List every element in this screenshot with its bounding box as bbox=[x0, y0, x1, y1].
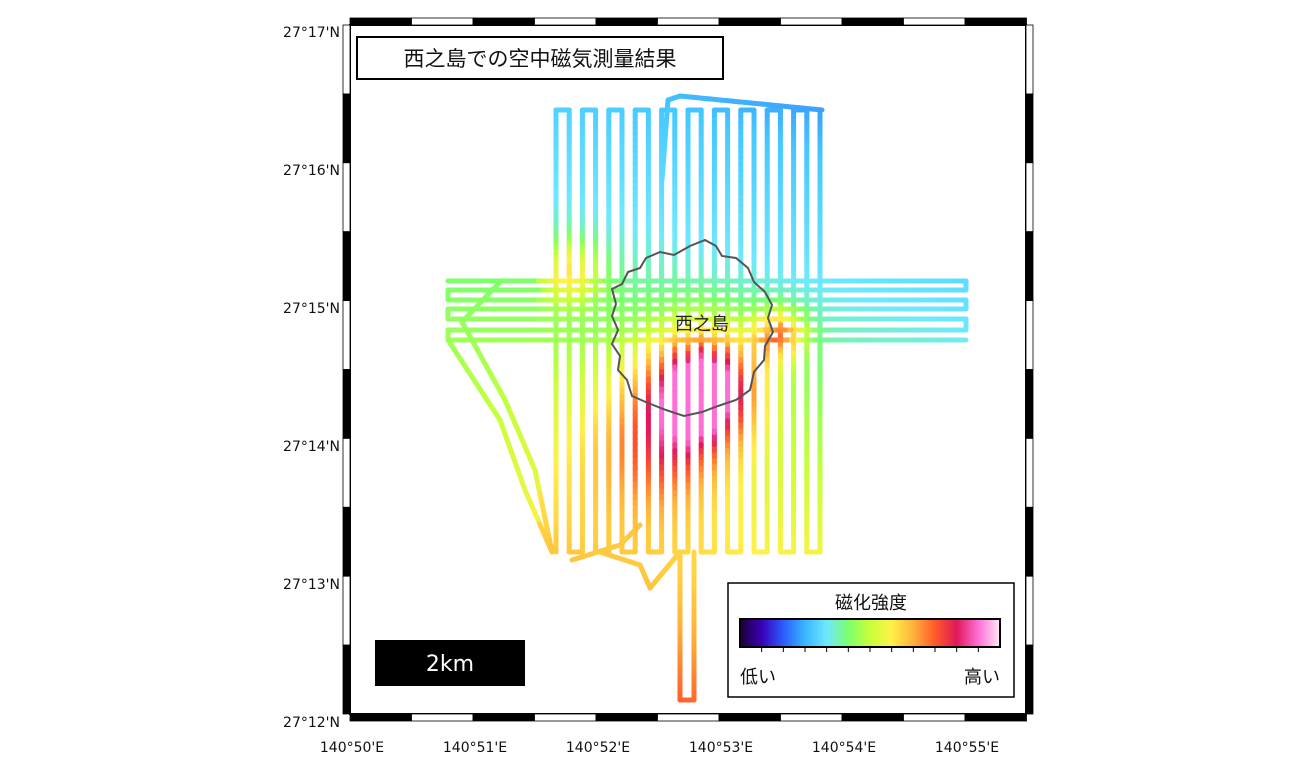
frame-segment bbox=[596, 714, 658, 721]
lon-label: 140°54'E bbox=[812, 740, 876, 756]
legend-high-label: 高い bbox=[964, 667, 1000, 688]
frame-segment bbox=[842, 18, 904, 25]
frame-segment bbox=[1026, 232, 1033, 301]
frame-segment bbox=[343, 301, 350, 370]
frame-segment bbox=[1026, 301, 1033, 370]
frame-segment bbox=[596, 18, 658, 25]
lat-label: 27°12'N bbox=[283, 715, 340, 731]
frame-segment bbox=[965, 714, 1027, 721]
legend-colorbar bbox=[740, 619, 1000, 647]
frame-segment bbox=[343, 645, 350, 714]
frame-segment bbox=[535, 18, 597, 25]
lon-label: 140°53'E bbox=[689, 740, 753, 756]
island-label: 西之島 bbox=[675, 314, 729, 335]
frame-segment bbox=[343, 576, 350, 645]
frame-segment bbox=[343, 163, 350, 232]
frame-segment bbox=[1026, 438, 1033, 507]
frame-segment bbox=[781, 18, 843, 25]
frame-segment bbox=[343, 507, 350, 576]
frame-segment bbox=[473, 714, 535, 721]
frame-segment bbox=[781, 714, 843, 721]
lat-label: 27°15'N bbox=[283, 301, 340, 317]
frame-segment bbox=[904, 714, 966, 721]
frame-segment bbox=[343, 25, 350, 94]
frame-segment bbox=[343, 232, 350, 301]
lat-label: 27°14'N bbox=[283, 439, 340, 455]
lon-label: 140°51'E bbox=[443, 740, 507, 756]
frame-segment bbox=[412, 18, 474, 25]
frame-segment bbox=[965, 18, 1027, 25]
frame-segment bbox=[719, 18, 781, 25]
legend-low-label: 低い bbox=[740, 667, 776, 688]
frame-segment bbox=[1026, 370, 1033, 439]
survey-track-segment bbox=[551, 546, 552, 552]
frame-segment bbox=[350, 714, 412, 721]
lon-label: 140°52'E bbox=[566, 740, 630, 756]
survey-track-segment bbox=[636, 525, 640, 529]
frame-segment bbox=[1026, 645, 1033, 714]
frame-segment bbox=[350, 18, 412, 25]
frame-segment bbox=[904, 18, 966, 25]
frame-segment bbox=[1026, 163, 1033, 232]
lon-label: 140°55'E bbox=[935, 740, 999, 756]
frame-segment bbox=[1026, 94, 1033, 163]
survey-track-segment bbox=[816, 109, 822, 110]
frame-segment bbox=[1026, 576, 1033, 645]
frame-segment bbox=[842, 714, 904, 721]
frame-segment bbox=[658, 714, 720, 721]
scale-bar-label: 2km bbox=[426, 652, 474, 677]
frame-segment bbox=[1026, 25, 1033, 94]
map-title: 西之島での空中磁気測量結果 bbox=[404, 47, 677, 71]
frame-segment bbox=[473, 18, 535, 25]
lat-label: 27°13'N bbox=[283, 577, 340, 593]
lon-label: 140°50'E bbox=[320, 740, 384, 756]
legend-title: 磁化強度 bbox=[835, 593, 907, 614]
lat-label: 27°16'N bbox=[283, 163, 340, 179]
frame-segment bbox=[658, 18, 720, 25]
frame-segment bbox=[412, 714, 474, 721]
frame-segment bbox=[343, 370, 350, 439]
frame-segment bbox=[343, 438, 350, 507]
frame-segment bbox=[535, 714, 597, 721]
frame-segment bbox=[1026, 507, 1033, 576]
lat-label: 27°17'N bbox=[283, 25, 340, 41]
frame-segment bbox=[343, 94, 350, 163]
frame-segment bbox=[719, 714, 781, 721]
